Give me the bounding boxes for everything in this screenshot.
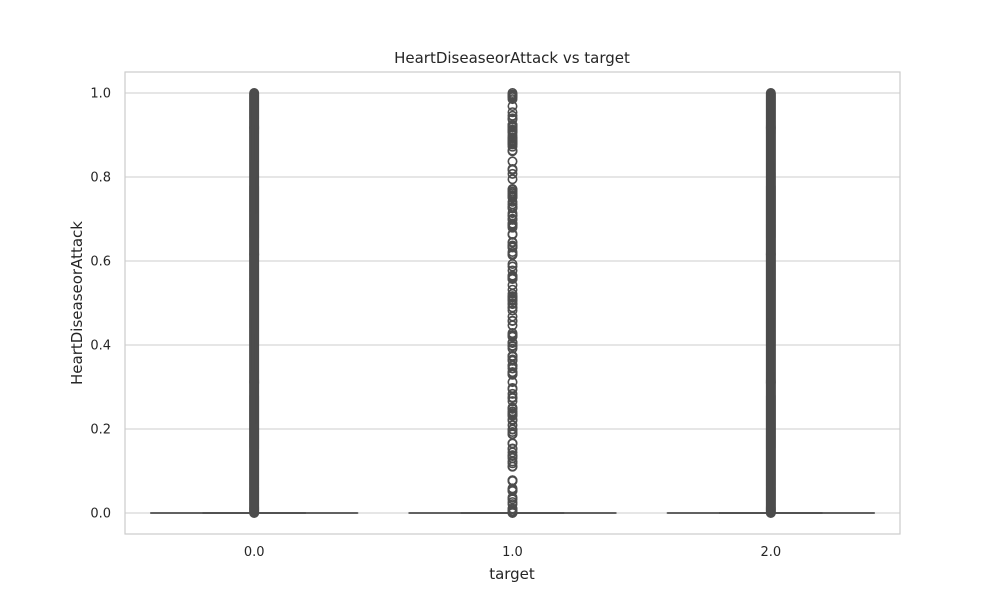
outlier-point bbox=[507, 476, 518, 487]
y-tick-label: 0.0 bbox=[90, 507, 111, 522]
outlier-point bbox=[507, 396, 518, 407]
box-1.0 bbox=[408, 88, 617, 518]
outlier-point bbox=[507, 506, 518, 517]
outlier-point bbox=[507, 337, 518, 348]
plot-frame bbox=[124, 71, 901, 535]
outlier-point bbox=[507, 156, 518, 167]
outlier-point bbox=[507, 367, 518, 378]
outlier-point bbox=[507, 330, 518, 341]
box-0.0 bbox=[150, 88, 359, 518]
outlier-point bbox=[507, 388, 518, 399]
outlier-point bbox=[507, 163, 518, 174]
outlier-point bbox=[507, 340, 518, 351]
outlier-point bbox=[507, 355, 518, 366]
outlier-point bbox=[507, 199, 518, 210]
outlier-point bbox=[507, 168, 518, 179]
y-tick-label: 0.8 bbox=[90, 171, 111, 186]
y-tick-label: 0.4 bbox=[90, 339, 111, 354]
box-2.0 bbox=[666, 88, 875, 518]
outlier-point bbox=[507, 237, 518, 248]
outlier-point bbox=[507, 492, 518, 503]
outlier-point bbox=[765, 88, 776, 99]
outlier-point bbox=[507, 403, 518, 414]
outlier-point bbox=[507, 186, 518, 197]
y-ticks: 0.0 0.2 0.4 0.6 0.8 1.0 bbox=[90, 87, 111, 522]
x-axis-label: target bbox=[489, 565, 535, 583]
outlier-point bbox=[507, 503, 518, 514]
outlier-point bbox=[507, 299, 518, 310]
outlier-point bbox=[507, 392, 518, 403]
outlier-point bbox=[507, 343, 518, 354]
outlier-point bbox=[507, 141, 518, 152]
outlier-point bbox=[507, 377, 518, 388]
chart-title: HeartDiseaseorAttack vs target bbox=[394, 49, 630, 67]
outliers-0.0 bbox=[249, 88, 260, 518]
outlier-point bbox=[507, 90, 518, 101]
outlier-point bbox=[507, 288, 518, 299]
outlier-point bbox=[507, 451, 518, 462]
outlier-point bbox=[507, 409, 518, 420]
outlier-point bbox=[507, 295, 518, 306]
outliers-2.0 bbox=[765, 88, 776, 518]
outlier-point bbox=[507, 213, 518, 224]
outlier-point bbox=[507, 284, 518, 295]
x-tick-label: 0.0 bbox=[244, 545, 265, 560]
outlier-point bbox=[507, 242, 518, 253]
outlier-point bbox=[507, 320, 518, 331]
outlier-point bbox=[507, 458, 518, 469]
x-tick-label: 2.0 bbox=[760, 545, 781, 560]
outlier-point bbox=[507, 174, 518, 185]
y-axis-label: HeartDiseaseorAttack bbox=[68, 221, 86, 385]
boxes-layer bbox=[150, 88, 875, 518]
y-tick-label: 1.0 bbox=[90, 87, 111, 102]
outlier-point bbox=[507, 101, 518, 112]
outlier-point bbox=[507, 107, 518, 118]
outlier-point bbox=[507, 94, 518, 105]
y-tick-label: 0.6 bbox=[90, 255, 111, 270]
outlier-point bbox=[507, 122, 518, 133]
outlier-point bbox=[507, 350, 518, 361]
outlier-point bbox=[249, 88, 260, 99]
outlier-point bbox=[507, 316, 518, 327]
outlier-point bbox=[507, 414, 518, 425]
outlier-point bbox=[507, 272, 518, 283]
outlier-point bbox=[507, 424, 518, 435]
outlier-point bbox=[507, 219, 518, 230]
outlier-point bbox=[507, 246, 518, 257]
outlier-point bbox=[507, 497, 518, 508]
outlier-point bbox=[507, 438, 518, 449]
outlier-point bbox=[507, 305, 518, 316]
outlier-point bbox=[507, 360, 518, 371]
outlier-point bbox=[507, 110, 518, 121]
x-ticks: 0.0 1.0 2.0 bbox=[244, 545, 781, 560]
x-tick-label: 1.0 bbox=[502, 545, 523, 560]
outlier-point bbox=[507, 258, 518, 269]
outlier-point bbox=[507, 229, 518, 240]
outlier-point bbox=[507, 192, 518, 203]
outlier-point bbox=[507, 203, 518, 214]
y-tick-label: 0.2 bbox=[90, 423, 111, 438]
outlier-point bbox=[507, 135, 518, 146]
outliers-1.0 bbox=[507, 88, 518, 518]
outlier-point bbox=[507, 302, 518, 313]
